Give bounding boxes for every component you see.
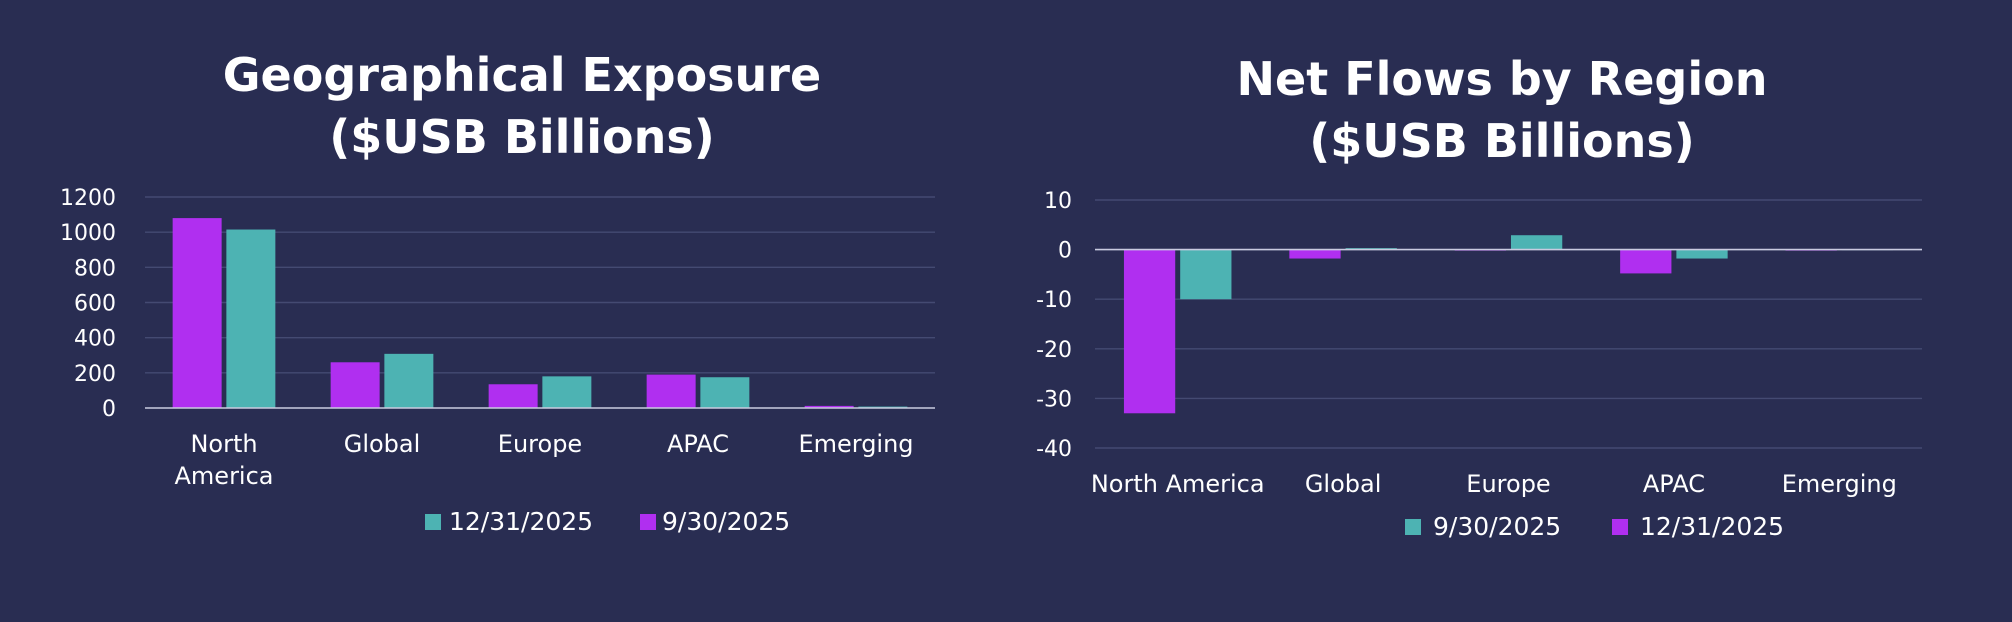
chart1-bar-2-4 <box>700 377 750 408</box>
chart2-category-label: Global <box>1305 470 1382 498</box>
chart2-bar-2-1 <box>1180 249 1232 300</box>
chart2-category-label: North America <box>1091 470 1265 498</box>
chart2-bar-1-4 <box>1620 249 1672 274</box>
chart1-title-line-2: ($USB Billions) <box>329 110 714 164</box>
chart2-bar-1-2 <box>1289 249 1341 259</box>
chart2-ytick-label: -10 <box>1036 288 1072 313</box>
chart1-bar-1-2 <box>330 362 380 408</box>
chart1-ytick-label: 0 <box>102 397 116 422</box>
chart1-bar-2-1 <box>226 229 276 408</box>
chart1-ytick-label: 400 <box>74 327 116 352</box>
chart1-category-label: Europe <box>498 430 582 458</box>
chart1-bar-2-2 <box>384 353 434 408</box>
chart2-title-line-1: Net Flows by Region <box>1237 52 1768 106</box>
chart1-ytick-label: 800 <box>74 256 116 281</box>
chart2-title-line-2: ($USB Billions) <box>1309 114 1694 168</box>
chart1-bar-1-5 <box>804 405 854 408</box>
chart2-category-label: Europe <box>1466 470 1550 498</box>
chart2-legend-swatch-2 <box>1612 519 1628 535</box>
chart1-category-label: Global <box>344 430 421 458</box>
chart2-legend-swatch-1 <box>1405 519 1421 535</box>
chart2-category-label: APAC <box>1643 470 1705 498</box>
chart1-ytick-label: 200 <box>74 362 116 387</box>
chart1-category-label: North <box>190 430 257 458</box>
chart2-category-label: Emerging <box>1782 470 1897 498</box>
chart1-category-label: America <box>175 462 274 490</box>
chart2-legend-label-1: 9/30/2025 <box>1433 512 1561 541</box>
chart2-legend-label-2: 12/31/2025 <box>1640 512 1784 541</box>
chart1-bar-2-3 <box>542 376 592 408</box>
chart1-bar-1-1 <box>172 218 222 408</box>
chart1-legend-swatch-1 <box>425 514 441 530</box>
chart2-ytick-label: 0 <box>1058 239 1072 264</box>
chart1-ytick-label: 600 <box>74 292 116 317</box>
chart2-ytick-label: -40 <box>1036 437 1072 462</box>
chart1-category-label: APAC <box>667 430 729 458</box>
chart1-title-line-1: Geographical Exposure <box>223 48 821 102</box>
chart1-bar-1-3 <box>488 384 538 408</box>
chart2-bar-2-4 <box>1676 249 1728 259</box>
chart2-bar-2-3 <box>1510 235 1563 250</box>
chart2-bar-1-1 <box>1123 249 1176 414</box>
chart1-legend-label-1: 12/31/2025 <box>449 507 593 536</box>
chart1-legend-label-2: 9/30/2025 <box>662 507 790 536</box>
chart2-ytick-label: -30 <box>1036 387 1072 412</box>
chart1-bar-1-4 <box>646 374 696 408</box>
chart2-ytick-label: -20 <box>1036 338 1072 363</box>
chart1-ytick-label: 1200 <box>60 186 116 211</box>
chart1-legend-swatch-2 <box>640 514 656 530</box>
chart2-ytick-label: 10 <box>1044 189 1072 214</box>
chart1-category-label: Emerging <box>798 430 913 458</box>
chart1-ytick-label: 1000 <box>60 221 116 246</box>
